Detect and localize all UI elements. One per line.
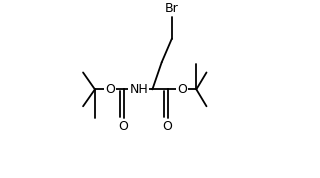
Text: Br: Br xyxy=(165,2,179,15)
Text: O: O xyxy=(177,83,187,96)
Text: O: O xyxy=(163,120,172,133)
Text: O: O xyxy=(119,120,129,133)
Text: O: O xyxy=(105,83,115,96)
Text: NH: NH xyxy=(130,83,148,96)
